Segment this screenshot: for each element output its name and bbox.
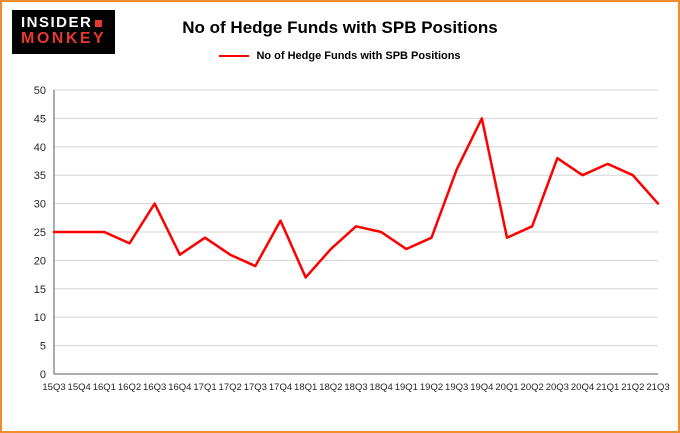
svg-text:20Q2: 20Q2 — [521, 382, 544, 393]
svg-text:30: 30 — [34, 199, 46, 211]
svg-text:16Q1: 16Q1 — [93, 382, 116, 393]
svg-text:5: 5 — [40, 341, 46, 353]
svg-text:20Q1: 20Q1 — [495, 382, 518, 393]
svg-text:21Q2: 21Q2 — [621, 382, 644, 393]
svg-text:20Q3: 20Q3 — [546, 382, 569, 393]
svg-text:15Q4: 15Q4 — [68, 382, 91, 393]
chart-legend: No of Hedge Funds with SPB Positions — [2, 50, 678, 62]
svg-text:16Q4: 16Q4 — [168, 382, 191, 393]
svg-text:16Q2: 16Q2 — [118, 382, 141, 393]
svg-text:20Q4: 20Q4 — [571, 382, 594, 393]
svg-text:19Q3: 19Q3 — [445, 382, 468, 393]
svg-text:18Q1: 18Q1 — [294, 382, 317, 393]
svg-text:16Q3: 16Q3 — [143, 382, 166, 393]
svg-text:50: 50 — [34, 85, 46, 97]
legend-label: No of Hedge Funds with SPB Positions — [256, 50, 461, 62]
svg-text:17Q2: 17Q2 — [219, 382, 242, 393]
chart-header: INSIDER MONKEY No of Hedge Funds with SP… — [2, 2, 678, 82]
svg-text:25: 25 — [34, 227, 46, 239]
svg-text:19Q1: 19Q1 — [395, 382, 418, 393]
logo-text-insider: INSIDER — [21, 15, 106, 31]
logo-insider-label: INSIDER — [21, 14, 93, 31]
svg-text:18Q4: 18Q4 — [370, 382, 393, 393]
svg-text:0: 0 — [40, 369, 46, 381]
svg-text:21Q1: 21Q1 — [596, 382, 619, 393]
svg-text:40: 40 — [34, 142, 46, 154]
svg-text:10: 10 — [34, 312, 46, 324]
svg-text:21Q3: 21Q3 — [646, 382, 669, 393]
legend-line-swatch — [219, 55, 250, 57]
svg-text:19Q2: 19Q2 — [420, 382, 443, 393]
logo-red-square-icon — [95, 20, 103, 27]
chart-title: No of Hedge Funds with SPB Positions — [182, 18, 498, 37]
insider-monkey-logo: INSIDER MONKEY — [12, 10, 116, 54]
svg-text:45: 45 — [34, 113, 46, 125]
svg-text:17Q1: 17Q1 — [193, 382, 216, 393]
logo-text-monkey: MONKEY — [21, 29, 107, 47]
svg-text:35: 35 — [34, 170, 46, 182]
line-chart-plot: 0 5 10 15 20 25 30 35 40 45 50 15Q3 15Q4 16Q1 16Q2 16Q3… — [4, 82, 676, 412]
svg-text:17Q4: 17Q4 — [269, 382, 292, 393]
svg-text:19Q4: 19Q4 — [470, 382, 493, 393]
svg-text:15: 15 — [34, 284, 46, 296]
svg-text:18Q2: 18Q2 — [319, 382, 342, 393]
svg-text:17Q3: 17Q3 — [244, 382, 267, 393]
svg-text:20: 20 — [34, 255, 46, 267]
svg-text:18Q3: 18Q3 — [344, 382, 367, 393]
svg-text:15Q3: 15Q3 — [42, 382, 65, 393]
